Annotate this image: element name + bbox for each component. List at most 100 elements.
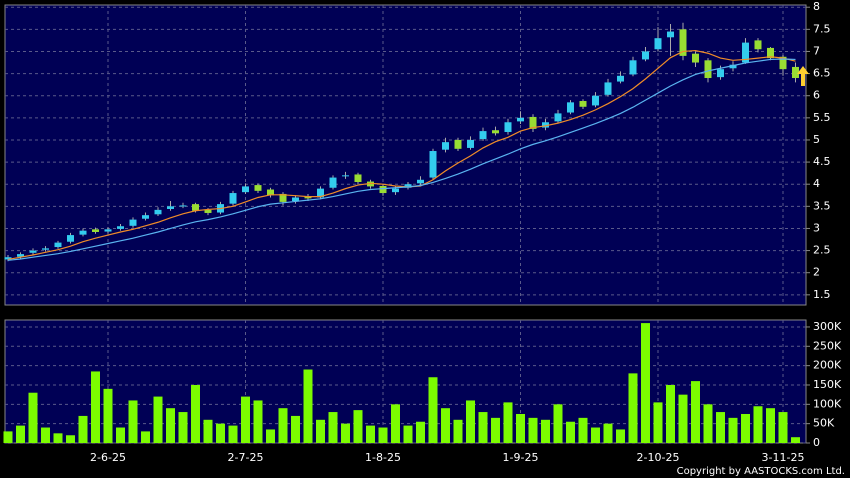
volume-bar (78, 415, 88, 443)
volume-bar (41, 427, 50, 443)
candle-body (67, 235, 74, 242)
volume-bar (391, 404, 400, 443)
candle-body (442, 142, 449, 150)
candle-body (154, 209, 162, 215)
volume-bar (528, 417, 538, 443)
candle-body (517, 117, 524, 122)
x-tick-label: 2-10-25 (637, 451, 680, 464)
y-tick-label: 0 (813, 436, 820, 449)
volume-bar (303, 369, 313, 443)
candle-body (392, 188, 399, 193)
y-tick-label: 1.5 (813, 288, 831, 301)
candle-body (242, 186, 249, 193)
x-tick-label: 2-6-25 (90, 451, 126, 464)
copyright: Copyright by AASTOCKS.com Ltd. (677, 466, 845, 477)
x-tick-label: 1-8-25 (365, 451, 401, 464)
volume-bar (66, 435, 75, 443)
candle-body (117, 226, 124, 229)
y-tick-label: 5 (813, 133, 820, 146)
volume-bar (416, 421, 425, 443)
volume-bar (603, 423, 613, 443)
candle-body (142, 215, 149, 219)
candle-body (592, 95, 599, 106)
candle-body (4, 257, 12, 260)
candle-body (717, 69, 724, 78)
volume-bar (266, 429, 275, 443)
candle-body (79, 230, 87, 235)
candle-body (729, 64, 737, 69)
y-tick-label: 250K (813, 339, 842, 352)
candle-body (454, 139, 462, 149)
moving-average-line (7, 49, 796, 261)
candle-body (692, 53, 699, 63)
candle-body (504, 122, 512, 132)
volume-bar (366, 425, 375, 443)
volume-bar (428, 377, 438, 443)
candle-body (742, 42, 749, 63)
volume-bar (28, 392, 38, 443)
candle-body (704, 60, 712, 79)
volume-bar (103, 388, 113, 443)
candle-body (779, 56, 787, 70)
volume-bar (153, 396, 163, 443)
volume-bar (591, 427, 600, 443)
price-panel (4, 4, 807, 306)
candle-body (654, 38, 662, 50)
candle-body (429, 151, 437, 178)
candle-body (17, 254, 24, 257)
candle-body (342, 175, 349, 177)
volume-bar (328, 412, 338, 443)
candle-body (367, 181, 374, 187)
volume-bar (441, 408, 450, 443)
candle-body (554, 113, 562, 122)
y-tick-label: 2 (813, 266, 820, 279)
candle-body (479, 131, 487, 140)
candle-body (204, 209, 212, 213)
volume-bar (291, 415, 300, 443)
volume-bar (53, 433, 63, 443)
volume-bar (653, 402, 663, 443)
volume-bar (666, 384, 675, 443)
candle-body (267, 189, 274, 196)
candle-body (529, 116, 537, 129)
candle-body (579, 101, 587, 107)
candle-body (104, 229, 112, 232)
candle-body (254, 185, 262, 191)
volume-bar (166, 408, 175, 443)
volume-bar (641, 323, 650, 443)
volume-bar (728, 417, 738, 443)
y-tick-label: 6.5 (813, 67, 831, 80)
candle-body (767, 47, 774, 59)
volume-bar (691, 381, 700, 443)
x-tick-label: 3-11-25 (762, 451, 805, 464)
candle-body (404, 184, 412, 188)
volume-bar (253, 400, 263, 443)
candle-body (754, 40, 762, 50)
volume-bar (91, 371, 100, 443)
arrow-icon (797, 66, 809, 86)
y-tick-label: 300K (813, 320, 842, 333)
candle-body (229, 193, 237, 204)
volume-bar (403, 425, 413, 443)
candle-body (567, 102, 574, 113)
y-tick-label: 6 (813, 89, 820, 102)
volume-bar (541, 419, 550, 443)
volume-bar (791, 437, 800, 443)
volume-bar (566, 421, 575, 443)
candle-body (679, 29, 687, 56)
x-tick-label: 1-9-25 (503, 451, 539, 464)
candle-body (467, 139, 474, 148)
volume-bar (341, 423, 350, 443)
candle-body (179, 205, 187, 207)
volume-bar (678, 394, 688, 443)
volume-bar (703, 404, 713, 443)
volume-bar (716, 412, 725, 443)
volume-bar (353, 410, 363, 443)
y-tick-label: 50K (813, 417, 835, 430)
candle-body (129, 219, 137, 226)
y-tick-label: 5.5 (813, 111, 831, 124)
volume-bar (466, 400, 475, 443)
candle-body (792, 66, 799, 79)
y-tick-label: 2.5 (813, 244, 831, 257)
y-tick-label: 4.5 (813, 155, 831, 168)
